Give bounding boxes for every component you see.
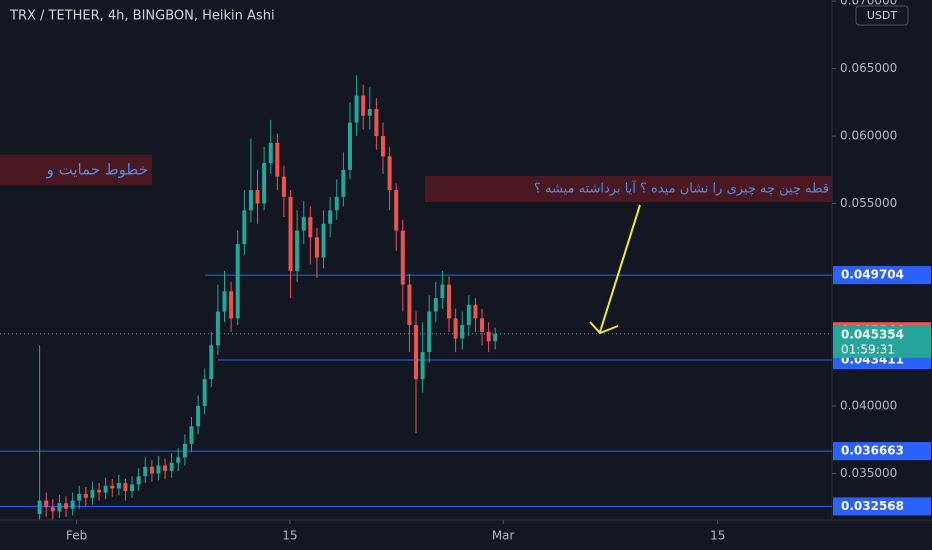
y-tick-label: 0.060000 bbox=[840, 129, 897, 143]
candle-body bbox=[182, 443, 187, 458]
candle-body bbox=[143, 466, 148, 477]
candle-body bbox=[400, 230, 405, 285]
candle-body bbox=[427, 311, 432, 353]
plot bbox=[0, 75, 832, 520]
candle-body bbox=[275, 142, 280, 177]
chart-title: TRX / TETHER, 4h, BINGBON, Heikin Ashi bbox=[9, 9, 275, 24]
arrow bbox=[589, 204, 641, 335]
y-tick-label: 0.070000 bbox=[840, 0, 897, 8]
candle-body bbox=[301, 217, 306, 231]
candle-body bbox=[407, 284, 412, 326]
candle-body bbox=[466, 304, 471, 326]
candle-body bbox=[70, 500, 75, 509]
candle-body bbox=[341, 169, 346, 197]
annotation: خطوط حمایت و bbox=[46, 161, 148, 179]
current-price-label: 0.045354 bbox=[841, 327, 904, 341]
candle-body bbox=[328, 210, 333, 224]
x-tick-label: Mar bbox=[492, 529, 515, 543]
candle-body bbox=[149, 466, 154, 474]
x-tick-label: 15 bbox=[710, 529, 725, 543]
candle-body bbox=[321, 223, 326, 258]
candle-body bbox=[420, 352, 425, 380]
candle-body bbox=[440, 284, 445, 299]
annotation-box bbox=[0, 155, 152, 185]
candle-body bbox=[314, 237, 319, 258]
candle-body bbox=[202, 379, 207, 407]
level-label: 0.049704 bbox=[841, 268, 904, 282]
y-tick-label: 0.035000 bbox=[840, 466, 897, 480]
candle-body bbox=[196, 406, 201, 427]
candle-body bbox=[262, 163, 267, 204]
candle-body bbox=[123, 483, 128, 492]
candle-body bbox=[248, 190, 253, 211]
level-label: 0.032568 bbox=[841, 499, 904, 513]
candle-body bbox=[83, 493, 88, 498]
candle-body bbox=[380, 136, 385, 157]
candle-body bbox=[229, 291, 234, 319]
candle-body bbox=[215, 311, 220, 346]
candle-body bbox=[209, 345, 214, 380]
candle-body bbox=[136, 476, 141, 485]
x-tick-label: Feb bbox=[66, 529, 87, 543]
candle-body bbox=[37, 500, 42, 515]
level-label-bg bbox=[833, 442, 931, 461]
candle-body bbox=[347, 122, 352, 170]
countdown: 01:59:31 bbox=[841, 342, 895, 356]
candle-body bbox=[57, 503, 62, 512]
candle-body bbox=[110, 485, 115, 489]
candle-body bbox=[308, 217, 313, 238]
candle-body bbox=[255, 190, 260, 204]
annotation-box bbox=[425, 176, 832, 202]
currency: USDT bbox=[867, 9, 898, 22]
candle-body bbox=[361, 95, 366, 116]
candle-body bbox=[130, 484, 135, 492]
candle-body bbox=[334, 196, 339, 211]
candle-body bbox=[44, 500, 49, 508]
candle-body bbox=[354, 95, 359, 123]
candle-body bbox=[295, 230, 300, 272]
candle-body bbox=[64, 503, 69, 509]
candle-body bbox=[116, 483, 121, 489]
candle-body bbox=[97, 489, 102, 493]
candle-body bbox=[90, 489, 95, 498]
y-tick-label: 0.055000 bbox=[840, 196, 897, 210]
level-label: 0.036663 bbox=[841, 444, 904, 458]
candle-body bbox=[77, 493, 82, 501]
candle-body bbox=[103, 485, 108, 493]
candle-body bbox=[433, 298, 438, 312]
y-tick-label: 0.065000 bbox=[840, 61, 897, 75]
candle-body bbox=[176, 457, 181, 463]
currency-badge[interactable] bbox=[855, 5, 909, 26]
candle-body bbox=[486, 331, 491, 342]
level-label-bg bbox=[833, 266, 931, 285]
candle-body bbox=[50, 507, 55, 512]
candle-body bbox=[156, 465, 161, 474]
candle-body bbox=[447, 284, 452, 319]
candle-body bbox=[163, 465, 168, 471]
candle-body bbox=[473, 304, 478, 319]
candle-body bbox=[235, 244, 240, 319]
y-tick-label: 0.040000 bbox=[840, 399, 897, 413]
level-label-bg bbox=[833, 497, 931, 516]
candle-body bbox=[414, 325, 418, 380]
candle-body bbox=[242, 210, 247, 245]
candle-body bbox=[169, 462, 174, 471]
candle-body bbox=[288, 196, 293, 272]
candle-body bbox=[394, 190, 399, 231]
candle-body bbox=[387, 156, 392, 191]
candle-body bbox=[268, 142, 273, 164]
candle-body bbox=[480, 318, 485, 332]
candle-body bbox=[222, 291, 227, 312]
x-tick-label: 15 bbox=[282, 529, 297, 543]
candle-body bbox=[493, 333, 498, 342]
candle-body bbox=[453, 318, 458, 339]
current-price-bg bbox=[833, 325, 931, 358]
candle-body bbox=[460, 325, 465, 339]
candle-body bbox=[374, 109, 379, 137]
candle-body bbox=[189, 426, 194, 444]
candle-body bbox=[367, 109, 372, 116]
candle-body bbox=[281, 176, 286, 197]
annotation: قطه چین چه چیزی را نشان میده ؟ آیا برداش… bbox=[534, 180, 829, 197]
